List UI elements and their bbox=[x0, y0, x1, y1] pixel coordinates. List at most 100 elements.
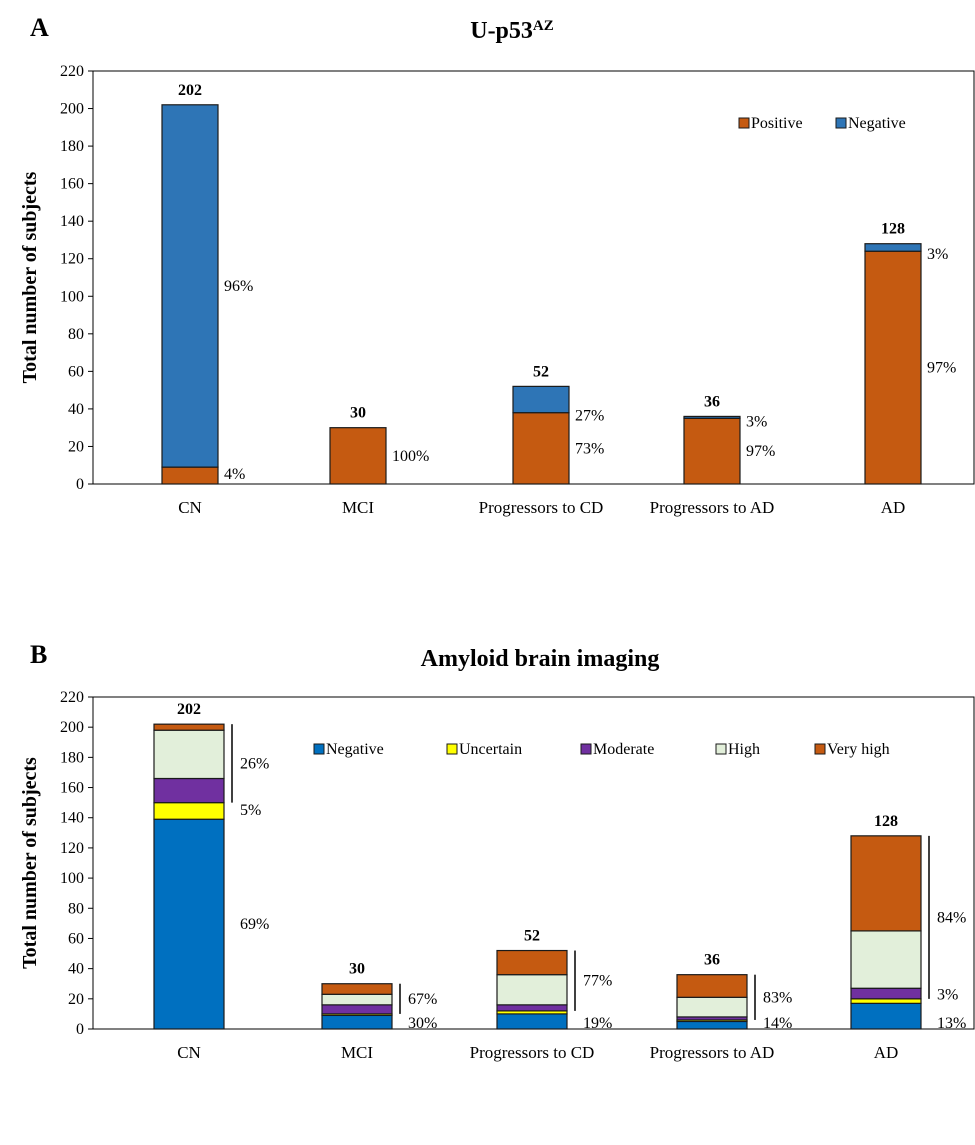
legend-label: Moderate bbox=[593, 741, 654, 758]
percent-label: 5% bbox=[240, 802, 261, 819]
x-tick-label: CN bbox=[178, 498, 202, 517]
percent-label: 97% bbox=[746, 443, 775, 460]
y-tick-label: 0 bbox=[76, 476, 84, 493]
total-label: 30 bbox=[349, 961, 365, 978]
y-tick-label: 180 bbox=[60, 138, 84, 155]
y-tick-label: 100 bbox=[60, 288, 84, 305]
total-label: 30 bbox=[350, 405, 366, 422]
percent-label: 14% bbox=[763, 1015, 792, 1032]
legend-swatch bbox=[580, 743, 592, 755]
bar-negative bbox=[153, 818, 225, 1030]
bar-positive bbox=[683, 417, 741, 485]
bar-uncertain bbox=[850, 998, 922, 1004]
percent-label: 100% bbox=[392, 448, 429, 465]
bar-high bbox=[321, 993, 393, 1006]
total-label: 128 bbox=[874, 813, 898, 830]
percent-label: 77% bbox=[583, 973, 612, 990]
bar-positive bbox=[329, 427, 387, 485]
y-tick-label: 200 bbox=[60, 101, 84, 118]
y-tick-label: 120 bbox=[60, 840, 84, 857]
bar-positive bbox=[161, 466, 219, 485]
chart-panel-b: B Amyloid brain imaging 0 20 40 60 80 100 120 140… bbox=[19, 640, 975, 1062]
total-label: 128 bbox=[881, 221, 905, 238]
bar-positive bbox=[512, 412, 570, 485]
y-tick-label: 220 bbox=[60, 689, 84, 706]
percent-label: 27% bbox=[575, 408, 604, 425]
x-tick-label: CN bbox=[177, 1043, 201, 1062]
y-tick-label: 20 bbox=[68, 991, 84, 1008]
bar-moderate bbox=[850, 987, 922, 1000]
x-tick-label: Progressors to AD bbox=[650, 498, 775, 517]
legend-label: Positive bbox=[751, 115, 803, 132]
bar-high bbox=[496, 974, 568, 1006]
percent-label: 96% bbox=[224, 278, 253, 295]
y-tick-label: 200 bbox=[60, 719, 84, 736]
chart-title-superscript: AZ bbox=[533, 18, 554, 34]
legend-swatch bbox=[715, 743, 727, 755]
bar-positive bbox=[864, 250, 922, 485]
y-tick-label: 140 bbox=[60, 810, 84, 827]
legend-label: High bbox=[728, 741, 760, 758]
x-tick-label: Progressors to AD bbox=[650, 1043, 775, 1062]
x-tick-label: MCI bbox=[341, 1043, 373, 1062]
panel-letter: B bbox=[30, 640, 47, 669]
y-tick-label: 0 bbox=[76, 1021, 84, 1038]
percent-label: 13% bbox=[937, 1015, 966, 1032]
x-tick-label: Progressors to CD bbox=[470, 1043, 595, 1062]
y-tick-label: 20 bbox=[68, 438, 84, 455]
bar-very-high bbox=[496, 949, 568, 976]
bar-negative bbox=[161, 104, 219, 468]
chart-panel-a: A U-p53AZ 0 20 40 60 80 100 120 140 160 180 200 220 To… bbox=[19, 13, 975, 517]
percent-label: 69% bbox=[240, 916, 269, 933]
legend-label: Negative bbox=[848, 115, 906, 132]
legend-swatch bbox=[313, 743, 325, 755]
percent-label: 19% bbox=[583, 1015, 612, 1032]
bar-negative bbox=[512, 385, 570, 414]
bar-moderate bbox=[321, 1004, 393, 1015]
y-tick-label: 160 bbox=[60, 780, 84, 797]
chart-title: U-p53AZ bbox=[470, 18, 554, 44]
y-tick-label: 100 bbox=[60, 870, 84, 887]
percent-label: 26% bbox=[240, 755, 269, 772]
total-label: 202 bbox=[178, 82, 202, 99]
bar-high bbox=[676, 996, 748, 1018]
x-tick-label: AD bbox=[874, 1043, 899, 1062]
bar-negative bbox=[683, 415, 741, 419]
panel-letter: A bbox=[30, 13, 49, 42]
percent-label: 3% bbox=[746, 413, 767, 430]
bar-very-high bbox=[676, 974, 748, 998]
y-tick-label: 60 bbox=[68, 930, 84, 947]
legend-label: Uncertain bbox=[459, 741, 522, 758]
x-tick-label: AD bbox=[881, 498, 906, 517]
y-axis-label: Total number of subjects bbox=[19, 171, 41, 383]
x-tick-label: MCI bbox=[342, 498, 374, 517]
y-tick-label: 220 bbox=[60, 63, 84, 80]
bar-negative bbox=[850, 1002, 922, 1030]
percent-label: 67% bbox=[408, 991, 437, 1008]
percent-label: 3% bbox=[927, 246, 948, 263]
bar-very-high bbox=[153, 723, 225, 731]
bar-very-high bbox=[850, 835, 922, 932]
bar-moderate bbox=[496, 1004, 568, 1012]
legend-label: Very high bbox=[827, 741, 890, 758]
bar-moderate bbox=[153, 777, 225, 804]
legend-swatch bbox=[738, 117, 750, 129]
bar-negative bbox=[676, 1020, 748, 1030]
total-label: 52 bbox=[524, 928, 540, 945]
y-tick-label: 60 bbox=[68, 363, 84, 380]
bar-high bbox=[153, 729, 225, 780]
legend-swatch bbox=[814, 743, 826, 755]
bar-high bbox=[850, 930, 922, 989]
y-tick-label: 80 bbox=[68, 900, 84, 917]
total-label: 52 bbox=[533, 363, 549, 380]
y-tick-label: 180 bbox=[60, 749, 84, 766]
percent-label: 30% bbox=[408, 1015, 437, 1032]
x-tick-label: Progressors to CD bbox=[479, 498, 604, 517]
total-label: 36 bbox=[704, 952, 720, 969]
legend-swatch bbox=[835, 117, 847, 129]
y-tick-label: 40 bbox=[68, 401, 84, 418]
total-label: 202 bbox=[177, 701, 201, 718]
percent-label: 4% bbox=[224, 466, 245, 483]
y-tick-label: 120 bbox=[60, 251, 84, 268]
bar-negative bbox=[496, 1013, 568, 1030]
